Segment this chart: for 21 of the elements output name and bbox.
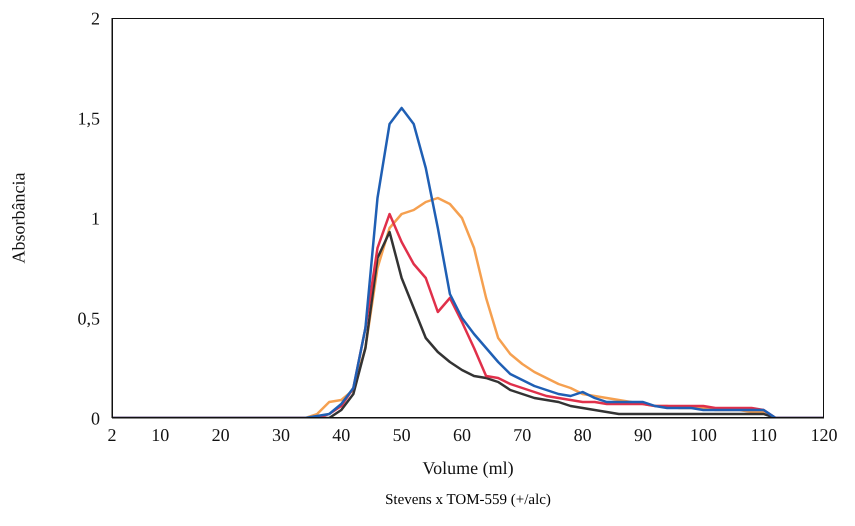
y-tick-label: 1,5 (78, 108, 100, 128)
x-tick-label: 70 (513, 424, 532, 445)
x-tick-label: 80 (574, 424, 592, 445)
x-tick-label: 50 (392, 424, 411, 445)
y-tick-label: 0 (91, 408, 100, 428)
x-tick-label: 110 (750, 424, 777, 445)
text: Stevens x TOM-559 (+/alc) (384, 492, 552, 509)
x-tick-label: 100 (690, 424, 717, 445)
x-tick-label: 2 (108, 424, 116, 445)
y-tick-label: 0,5 (78, 308, 100, 328)
y-tick-label: 1 (91, 208, 100, 228)
x-tick-label: 30 (272, 424, 290, 445)
x-tick-label: 40 (332, 424, 350, 445)
y-axis-title: Absorbância (8, 172, 28, 264)
x-tick-label: 10 (151, 424, 170, 445)
y-tick-label: 2 (91, 8, 100, 28)
x-tick-label: 20 (212, 424, 230, 445)
x-tick-label: 120 (810, 424, 838, 445)
x-tick-label: 90 (634, 424, 652, 445)
x-axis-title: Volume (ml) (422, 458, 514, 478)
x-tick-label: 60 (452, 424, 471, 445)
